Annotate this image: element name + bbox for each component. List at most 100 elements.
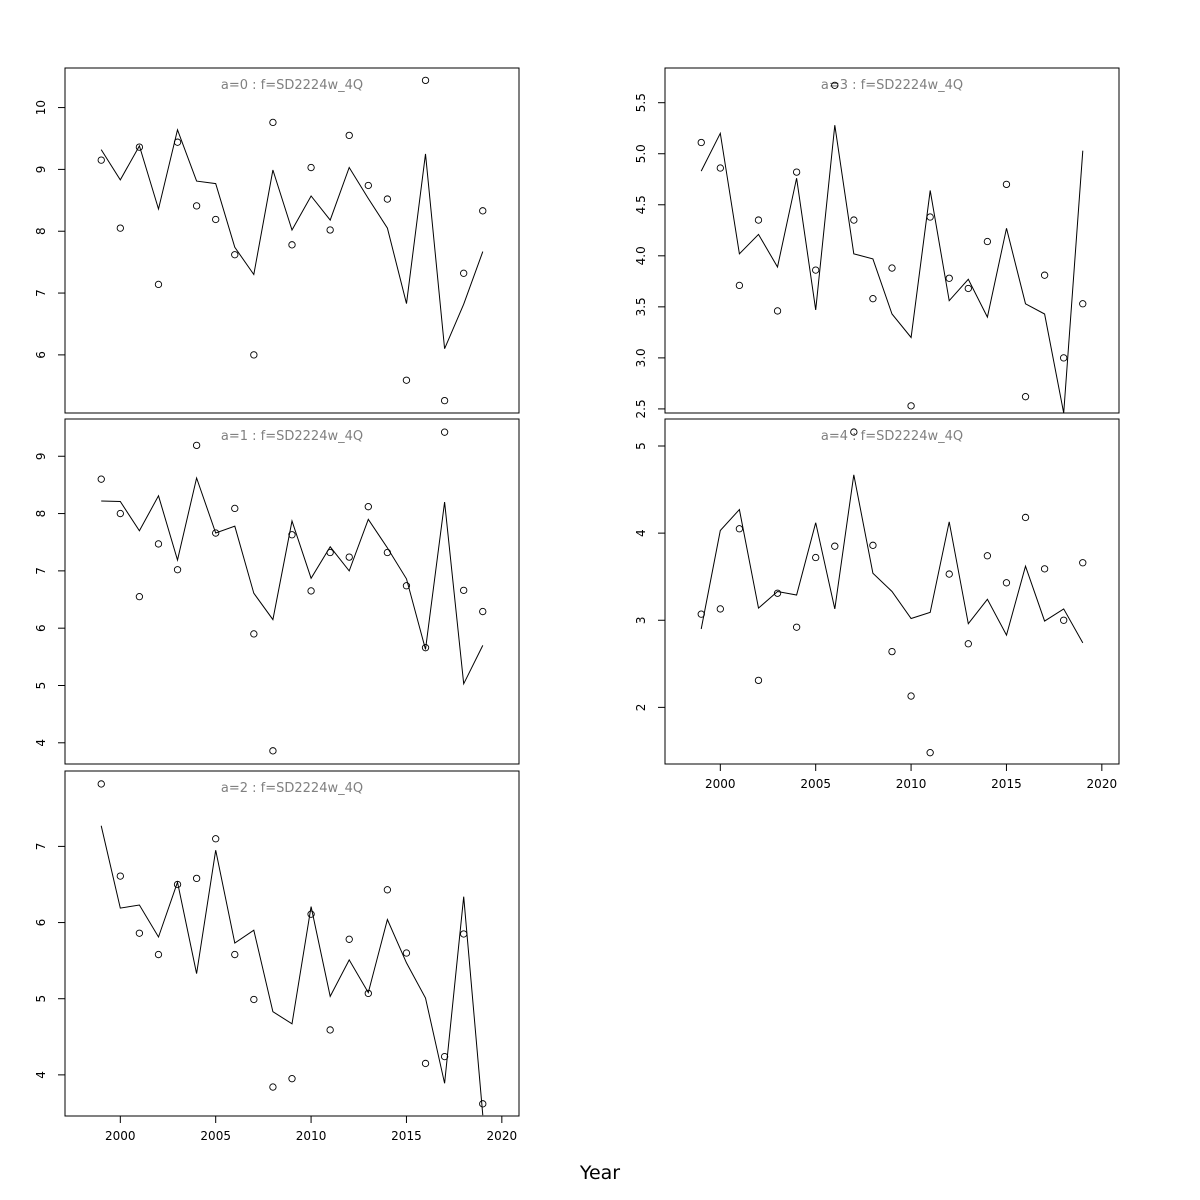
observed-point <box>1002 180 1011 189</box>
observed-point <box>964 640 972 648</box>
y-tick-label: 8 <box>34 510 48 518</box>
observed-point <box>116 509 124 518</box>
observed-point <box>307 163 315 172</box>
observed-point <box>983 237 992 246</box>
panel-2: a=2 : f=SD2224w_4Q 4 5 6 7 2000 2005 2010 2015 20… <box>34 770 520 1143</box>
x-tick-label: 2000 <box>705 777 736 791</box>
observed-point <box>735 525 744 533</box>
observed-point <box>812 266 820 274</box>
observed-point <box>1060 616 1068 624</box>
observed-point <box>326 226 334 234</box>
fitted-line <box>700 125 1084 413</box>
observed-point <box>440 396 449 405</box>
x-tick-label: 2015 <box>991 777 1022 791</box>
observed-point <box>888 647 896 656</box>
observed-point <box>192 202 201 210</box>
observed-point <box>269 747 277 755</box>
y-tick-label: 4 <box>34 739 48 747</box>
y-tick-label: 5 <box>34 995 48 1003</box>
observed-point <box>173 566 182 574</box>
x-tick-label: 2020 <box>487 1129 518 1143</box>
observed-point <box>364 503 372 511</box>
observed-point <box>116 224 124 232</box>
panel-title: a=4 : f=SD2224w_4Q <box>821 429 963 444</box>
x-tick-label: 2010 <box>296 1129 327 1143</box>
plot-frame <box>64 770 520 1117</box>
x-tick-label: 2000 <box>105 1129 136 1143</box>
y-tick-label: 3 <box>634 616 648 624</box>
observed-point <box>364 989 372 998</box>
y-tick-label: 5 <box>634 442 648 450</box>
panel-title: a=0 : f=SD2224w_4Q <box>221 78 363 93</box>
observed-point <box>983 552 992 560</box>
plot-area <box>97 428 487 755</box>
observed-point <box>269 1083 277 1091</box>
observed-point <box>1040 271 1049 279</box>
y-tick-label: 7 <box>34 567 48 575</box>
observed-point <box>1021 393 1030 401</box>
x-tick-label: 2005 <box>200 1129 231 1143</box>
y-tick-label: 3.5 <box>634 297 648 316</box>
panel-title: a=1 : f=SD2224w_4Q <box>221 429 363 444</box>
observed-point <box>212 835 220 843</box>
y-tick-label: 8 <box>34 227 48 235</box>
observed-point <box>831 542 839 550</box>
observed-point <box>231 950 239 959</box>
y-tick-label: 5.5 <box>634 93 648 112</box>
plot-area <box>697 428 1087 757</box>
observed-point <box>231 251 239 259</box>
observed-point <box>964 284 972 293</box>
plot-area <box>97 76 487 405</box>
observed-point <box>269 118 277 127</box>
observed-point <box>421 644 430 652</box>
observed-point <box>97 780 105 788</box>
y-tick-label: 7 <box>34 289 48 297</box>
observed-point <box>212 529 220 537</box>
observed-point <box>697 138 705 147</box>
observed-point <box>154 280 163 289</box>
observed-point <box>364 181 372 190</box>
observed-point <box>735 281 744 290</box>
observed-point <box>307 910 315 918</box>
observed-point <box>888 264 896 272</box>
observed-point <box>1060 354 1068 362</box>
observed-point <box>460 586 468 595</box>
observed-point <box>135 929 144 937</box>
fitted-line <box>100 825 484 1116</box>
x-tick-label: 2020 <box>1087 777 1118 791</box>
observed-point <box>288 241 296 249</box>
observed-point <box>850 428 858 436</box>
observed-point <box>460 269 468 277</box>
observed-point <box>479 207 487 215</box>
y-tick-label: 7 <box>34 843 48 851</box>
observed-point <box>288 531 296 539</box>
y-tick-label: 5 <box>34 682 48 690</box>
observed-point <box>1079 559 1087 567</box>
observed-point <box>97 156 105 164</box>
observed-point <box>288 1075 296 1083</box>
fitted-line <box>700 474 1084 644</box>
observed-point <box>345 131 353 140</box>
observed-point <box>773 307 782 315</box>
observed-point <box>383 548 392 557</box>
observed-point <box>869 541 877 549</box>
observed-point <box>754 676 763 685</box>
plot-frame <box>664 67 1120 414</box>
observed-point <box>1079 300 1087 308</box>
plot-frame <box>64 418 520 765</box>
observed-point <box>479 607 487 616</box>
y-tick-label: 4 <box>634 529 648 537</box>
y-tick-label: 4.0 <box>634 246 648 265</box>
plot-frame <box>64 67 520 414</box>
plot-area <box>697 81 1087 413</box>
y-tick-label: 2 <box>634 704 648 712</box>
y-tick-label: 9 <box>34 166 48 174</box>
observed-point <box>754 216 763 224</box>
observed-point <box>945 570 953 578</box>
observed-point <box>440 428 449 436</box>
panel-title: a=3 : f=SD2224w_4Q <box>821 78 963 93</box>
observed-point <box>792 168 801 176</box>
observed-point <box>1040 565 1049 573</box>
x-tick-label: 2015 <box>391 1129 422 1143</box>
